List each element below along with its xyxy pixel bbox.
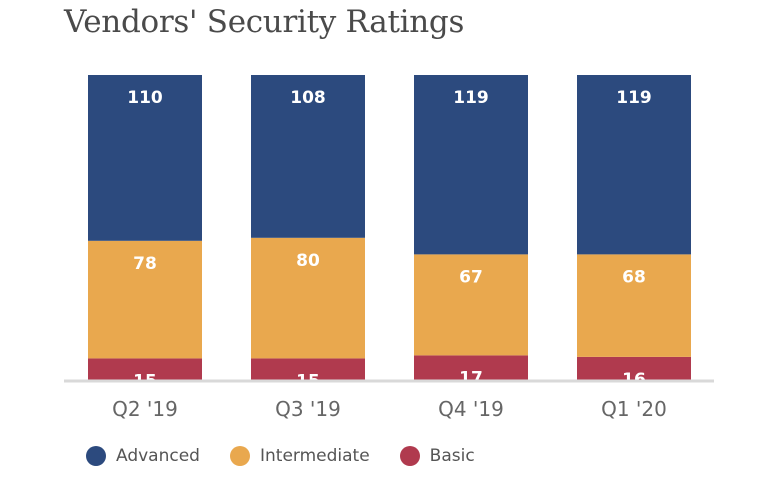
data-label-intermediate-q2-19: 78 — [133, 254, 157, 274]
bar-basic-q2-19 — [88, 358, 202, 381]
bar-advanced-q4-19 — [414, 75, 528, 255]
data-label-advanced-q4-19: 119 — [453, 88, 489, 108]
bar-intermediate-q3-19 — [251, 237, 365, 359]
legend: Advanced Intermediate Basic — [86, 446, 505, 466]
legend-item-basic: Basic — [399, 446, 475, 466]
x-tick-label-q4-19: Q4 '19 — [438, 397, 504, 421]
data-label-advanced-q3-19: 108 — [290, 88, 326, 108]
data-label-intermediate-q1-20: 68 — [622, 267, 646, 287]
bar-intermediate-q2-19 — [88, 240, 202, 359]
legend-label-advanced: Advanced — [116, 446, 200, 466]
legend-label-basic: Basic — [429, 446, 475, 466]
bar-advanced-q2-19 — [88, 75, 202, 241]
legend-swatch-advanced — [86, 446, 106, 466]
bar-intermediate-q4-19 — [414, 254, 528, 356]
data-label-intermediate-q3-19: 80 — [296, 251, 320, 271]
bar-basic-q1-20 — [577, 356, 691, 381]
bar-basic-q4-19 — [414, 355, 528, 381]
legend-item-advanced: Advanced — [86, 446, 200, 466]
data-label-intermediate-q4-19: 67 — [459, 267, 483, 287]
data-label-advanced-q2-19: 110 — [127, 88, 163, 108]
data-label-advanced-q1-20: 119 — [616, 88, 652, 108]
x-tick-label-q2-19: Q2 '19 — [112, 397, 178, 421]
x-tick-label-q3-19: Q3 '19 — [275, 397, 341, 421]
legend-swatch-intermediate — [229, 446, 250, 466]
data-label-basic-q4-19: 17 — [459, 368, 483, 388]
bar-advanced-q3-19 — [251, 75, 365, 238]
bar-advanced-q1-20 — [577, 75, 691, 255]
x-tick-label-q1-20: Q1 '20 — [601, 397, 667, 421]
legend-item-intermediate: Intermediate — [229, 446, 370, 466]
legend-swatch-basic — [399, 446, 420, 466]
bar-basic-q3-19 — [251, 358, 365, 381]
legend-label-intermediate: Intermediate — [259, 446, 370, 466]
chart-title: Vendors' Security Ratings — [64, 4, 465, 40]
bar-intermediate-q1-20 — [577, 254, 691, 357]
